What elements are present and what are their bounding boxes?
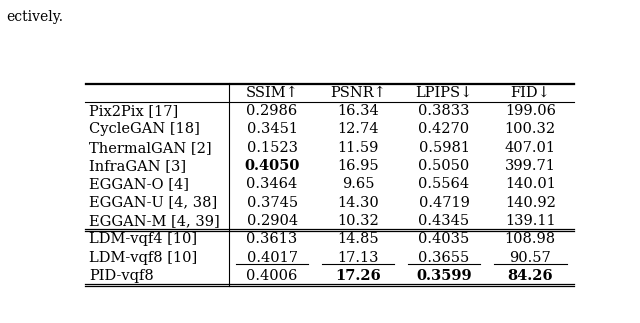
Text: Pix2Pix [17]: Pix2Pix [17] bbox=[89, 104, 178, 118]
Text: 11.59: 11.59 bbox=[337, 141, 379, 155]
Text: 0.5981: 0.5981 bbox=[419, 141, 470, 155]
Text: 0.4006: 0.4006 bbox=[246, 269, 298, 283]
Text: PSNR↑: PSNR↑ bbox=[330, 86, 386, 100]
Text: EGGAN-U [4, 38]: EGGAN-U [4, 38] bbox=[89, 195, 217, 210]
Text: ThermalGAN [2]: ThermalGAN [2] bbox=[89, 141, 211, 155]
Text: PID-vqf8: PID-vqf8 bbox=[89, 269, 154, 283]
Text: 108.98: 108.98 bbox=[505, 232, 556, 246]
Text: SSIM↑: SSIM↑ bbox=[246, 86, 298, 100]
Text: EGGAN-O [4]: EGGAN-O [4] bbox=[89, 177, 189, 191]
Text: 0.4035: 0.4035 bbox=[419, 232, 470, 246]
Text: 0.2986: 0.2986 bbox=[246, 104, 298, 118]
Text: 0.5050: 0.5050 bbox=[419, 159, 470, 173]
Text: 14.30: 14.30 bbox=[337, 195, 379, 210]
Text: 0.3451: 0.3451 bbox=[246, 122, 298, 136]
Text: 100.32: 100.32 bbox=[505, 122, 556, 136]
Text: 139.11: 139.11 bbox=[505, 214, 556, 228]
Text: CycleGAN [18]: CycleGAN [18] bbox=[89, 122, 200, 136]
Text: 0.2904: 0.2904 bbox=[246, 214, 298, 228]
Text: LPIPS↓: LPIPS↓ bbox=[415, 86, 473, 100]
Text: 0.4270: 0.4270 bbox=[419, 122, 470, 136]
Text: ectively.: ectively. bbox=[6, 10, 63, 24]
Text: 140.92: 140.92 bbox=[505, 195, 556, 210]
Text: 0.4050: 0.4050 bbox=[244, 159, 300, 173]
Text: 17.13: 17.13 bbox=[337, 251, 379, 265]
Text: 0.4017: 0.4017 bbox=[246, 251, 298, 265]
Text: 0.4345: 0.4345 bbox=[419, 214, 470, 228]
Text: LDM-vqf8 [10]: LDM-vqf8 [10] bbox=[89, 251, 197, 265]
Text: EGGAN-M [4, 39]: EGGAN-M [4, 39] bbox=[89, 214, 220, 228]
Text: 0.3655: 0.3655 bbox=[419, 251, 470, 265]
Text: FID↓: FID↓ bbox=[510, 86, 550, 100]
Text: 0.5564: 0.5564 bbox=[419, 177, 470, 191]
Text: 0.1523: 0.1523 bbox=[246, 141, 298, 155]
Text: 0.3464: 0.3464 bbox=[246, 177, 298, 191]
Text: 17.26: 17.26 bbox=[335, 269, 381, 283]
Text: 199.06: 199.06 bbox=[505, 104, 556, 118]
Text: 16.34: 16.34 bbox=[337, 104, 379, 118]
Text: 0.3613: 0.3613 bbox=[246, 232, 298, 246]
Text: 399.71: 399.71 bbox=[505, 159, 556, 173]
Text: 0.3599: 0.3599 bbox=[416, 269, 472, 283]
Text: 0.3745: 0.3745 bbox=[246, 195, 298, 210]
Text: 14.85: 14.85 bbox=[337, 232, 379, 246]
Text: 10.32: 10.32 bbox=[337, 214, 379, 228]
Text: 12.74: 12.74 bbox=[337, 122, 379, 136]
Text: 9.65: 9.65 bbox=[342, 177, 374, 191]
Text: 140.01: 140.01 bbox=[505, 177, 556, 191]
Text: 90.57: 90.57 bbox=[509, 251, 551, 265]
Text: 16.95: 16.95 bbox=[337, 159, 379, 173]
Text: InfraGAN [3]: InfraGAN [3] bbox=[89, 159, 186, 173]
Text: 407.01: 407.01 bbox=[505, 141, 556, 155]
Text: 84.26: 84.26 bbox=[508, 269, 553, 283]
Text: 0.4719: 0.4719 bbox=[419, 195, 470, 210]
Text: 0.3833: 0.3833 bbox=[419, 104, 470, 118]
Text: LDM-vqf4 [10]: LDM-vqf4 [10] bbox=[89, 232, 197, 246]
